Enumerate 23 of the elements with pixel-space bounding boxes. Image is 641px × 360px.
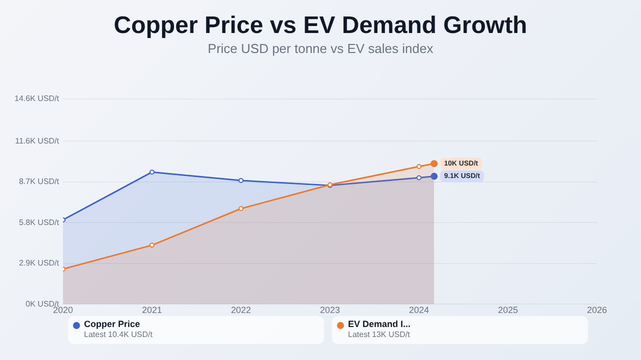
- x-tick-label: 2025: [498, 305, 518, 316]
- y-tick-label: 2.9K USD/t: [18, 258, 60, 268]
- x-tick-label: 2026: [586, 305, 608, 316]
- x-tick-label: 2022: [230, 305, 252, 316]
- legend-label: EV Demand I...: [348, 319, 412, 329]
- x-tick-label: 2023: [320, 305, 340, 316]
- chart-title: Copper Price vs EV Demand Growth: [112, 12, 528, 40]
- y-tick-label: 8.7K USD/t: [18, 177, 60, 186]
- point: [238, 206, 244, 212]
- y-tick-label: 14.6K USD/t: [14, 94, 60, 104]
- point: [150, 242, 154, 248]
- y-tick-label: 5.8K USD/t: [18, 218, 60, 227]
- x-tick-label: 2021: [142, 305, 162, 316]
- point: [416, 175, 422, 180]
- text: Latest 10.4K USD/t: [84, 330, 154, 339]
- point: [416, 164, 422, 169]
- legend-label: Copper Price: [84, 319, 142, 329]
- text: Latest 13K USD/t: [348, 330, 411, 339]
- x-tick-label: 2024: [408, 305, 430, 316]
- point: [238, 178, 244, 184]
- y-tick-label: 11.6K USD/t: [15, 136, 60, 146]
- point: [150, 170, 154, 175]
- chart-subtitle: Price USD per tonne vs EV sales index: [206, 41, 434, 56]
